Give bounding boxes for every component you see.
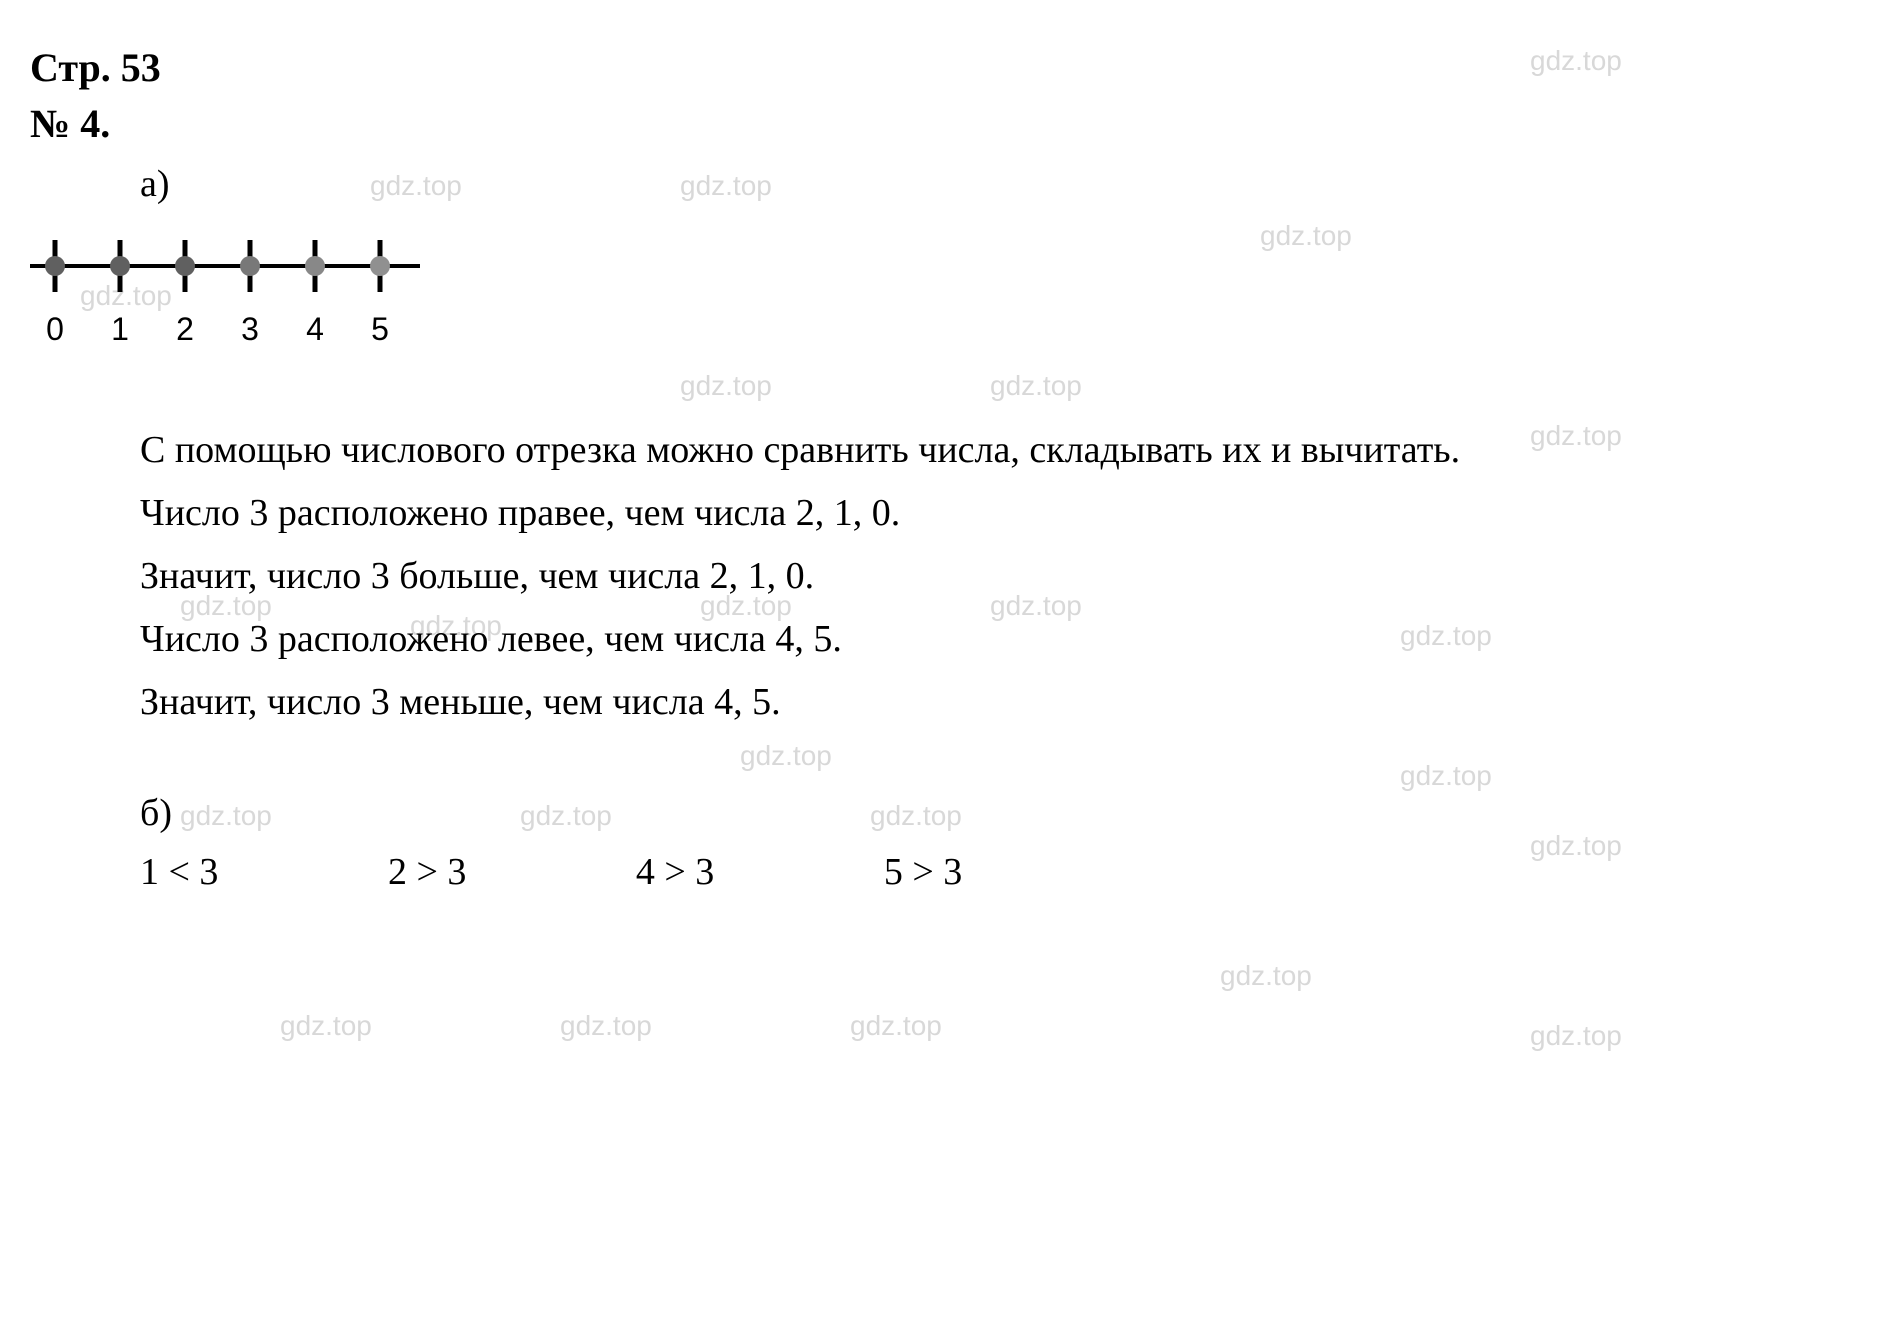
page-label: Стр. 53 [30, 40, 1869, 96]
text-t5: Значит, число 3 меньше, чем числа 4, 5. [30, 673, 1869, 732]
comparison-3: 4 > 3 [636, 850, 714, 894]
problem-label: № 4. [30, 96, 1869, 152]
watermark: gdz.top [560, 1010, 652, 1042]
watermark: gdz.top [850, 1010, 942, 1042]
comparison-2: 2 > 3 [388, 850, 466, 894]
svg-text:2: 2 [176, 311, 194, 347]
svg-text:0: 0 [46, 311, 64, 347]
watermark: gdz.top [280, 1010, 372, 1042]
text-t1: С помощью числового отрезка можно сравни… [30, 421, 1869, 480]
watermark: gdz.top [1220, 960, 1312, 992]
svg-text:1: 1 [111, 311, 129, 347]
section-b-label: б) [140, 791, 1869, 835]
text-t4: Число 3 расположено левее, чем числа 4, … [30, 610, 1869, 669]
svg-text:4: 4 [306, 311, 324, 347]
number-line: 0 1 2 3 4 5 [30, 221, 530, 371]
text-t3: Значит, число 3 больше, чем числа 2, 1, … [30, 547, 1869, 606]
watermark: gdz.top [1530, 1020, 1622, 1052]
text-t2: Число 3 расположено правее, чем числа 2,… [30, 484, 1869, 543]
section-a-label: а) [140, 162, 1869, 206]
comparison-1: 1 < 3 [140, 850, 218, 894]
comparison-4: 5 > 3 [884, 850, 962, 894]
content-layer: Стр. 53 № 4. а) 0 1 2 3 4 5 С помощью числово… [30, 40, 1869, 894]
svg-text:3: 3 [241, 311, 259, 347]
number-line-svg: 0 1 2 3 4 5 [30, 221, 480, 361]
comparison-row: 1 < 3 2 > 3 4 > 3 5 > 3 [140, 850, 1869, 894]
svg-text:5: 5 [371, 311, 389, 347]
section-b: б) 1 < 3 2 > 3 4 > 3 5 > 3 [30, 791, 1869, 894]
